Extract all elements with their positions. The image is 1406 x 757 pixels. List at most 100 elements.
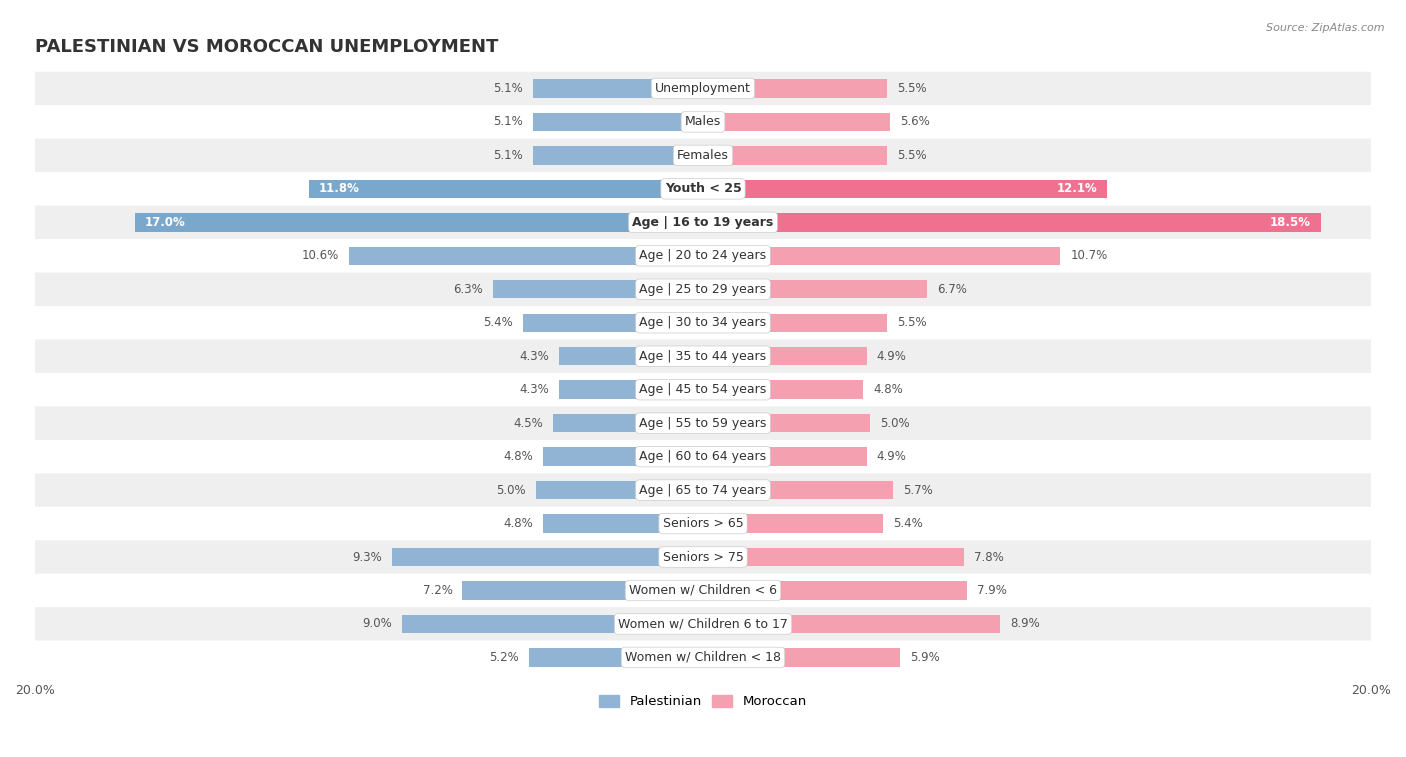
Text: 4.8%: 4.8%	[503, 517, 533, 530]
Text: 12.1%: 12.1%	[1056, 182, 1097, 195]
Text: Women w/ Children < 18: Women w/ Children < 18	[626, 651, 780, 664]
FancyBboxPatch shape	[35, 407, 1371, 440]
Text: Age | 60 to 64 years: Age | 60 to 64 years	[640, 450, 766, 463]
Text: Age | 35 to 44 years: Age | 35 to 44 years	[640, 350, 766, 363]
Bar	[703, 481, 893, 500]
Text: Youth < 25: Youth < 25	[665, 182, 741, 195]
Text: 5.7%: 5.7%	[904, 484, 934, 497]
Text: Age | 45 to 54 years: Age | 45 to 54 years	[640, 383, 766, 396]
FancyBboxPatch shape	[35, 172, 1371, 206]
Text: 4.3%: 4.3%	[520, 350, 550, 363]
FancyBboxPatch shape	[35, 339, 1371, 373]
Bar	[703, 648, 900, 667]
Bar	[560, 381, 703, 399]
Bar	[703, 146, 887, 164]
Text: 7.8%: 7.8%	[973, 550, 1004, 563]
Text: Women w/ Children < 6: Women w/ Children < 6	[628, 584, 778, 597]
Text: Age | 20 to 24 years: Age | 20 to 24 years	[640, 249, 766, 263]
Text: Age | 30 to 34 years: Age | 30 to 34 years	[640, 316, 766, 329]
Bar	[703, 113, 890, 131]
Text: 8.9%: 8.9%	[1011, 618, 1040, 631]
Text: Males: Males	[685, 115, 721, 129]
FancyBboxPatch shape	[35, 473, 1371, 507]
Text: 7.9%: 7.9%	[977, 584, 1007, 597]
Bar	[392, 548, 703, 566]
FancyBboxPatch shape	[35, 72, 1371, 105]
Text: Age | 25 to 29 years: Age | 25 to 29 years	[640, 283, 766, 296]
Text: 5.1%: 5.1%	[494, 82, 523, 95]
Text: 6.7%: 6.7%	[936, 283, 967, 296]
Text: 5.0%: 5.0%	[496, 484, 526, 497]
Bar	[703, 347, 866, 366]
Bar	[703, 414, 870, 432]
FancyBboxPatch shape	[35, 574, 1371, 607]
Bar	[553, 414, 703, 432]
Text: 11.8%: 11.8%	[319, 182, 360, 195]
Bar	[309, 179, 703, 198]
Text: 5.5%: 5.5%	[897, 149, 927, 162]
FancyBboxPatch shape	[35, 206, 1371, 239]
Text: 7.2%: 7.2%	[423, 584, 453, 597]
Bar	[703, 313, 887, 332]
Text: 4.3%: 4.3%	[520, 383, 550, 396]
Bar	[703, 213, 1322, 232]
Bar	[560, 347, 703, 366]
FancyBboxPatch shape	[35, 640, 1371, 674]
Text: 5.5%: 5.5%	[897, 316, 927, 329]
Bar	[523, 313, 703, 332]
Bar	[543, 514, 703, 533]
Text: 5.0%: 5.0%	[880, 416, 910, 430]
Text: PALESTINIAN VS MOROCCAN UNEMPLOYMENT: PALESTINIAN VS MOROCCAN UNEMPLOYMENT	[35, 38, 498, 56]
Text: Source: ZipAtlas.com: Source: ZipAtlas.com	[1267, 23, 1385, 33]
FancyBboxPatch shape	[35, 440, 1371, 473]
Text: 5.4%: 5.4%	[893, 517, 924, 530]
Text: 10.7%: 10.7%	[1070, 249, 1108, 263]
Text: 5.1%: 5.1%	[494, 115, 523, 129]
Text: 5.4%: 5.4%	[482, 316, 513, 329]
Bar	[536, 481, 703, 500]
Bar	[703, 447, 866, 466]
Bar	[703, 79, 887, 98]
Bar	[463, 581, 703, 600]
FancyBboxPatch shape	[35, 306, 1371, 339]
FancyBboxPatch shape	[35, 540, 1371, 574]
FancyBboxPatch shape	[35, 607, 1371, 640]
Bar	[703, 615, 1000, 633]
FancyBboxPatch shape	[35, 507, 1371, 540]
Bar	[703, 581, 967, 600]
Text: 9.3%: 9.3%	[353, 550, 382, 563]
FancyBboxPatch shape	[35, 139, 1371, 172]
Text: 5.9%: 5.9%	[910, 651, 939, 664]
Bar	[703, 514, 883, 533]
Bar	[703, 179, 1107, 198]
Text: Age | 16 to 19 years: Age | 16 to 19 years	[633, 216, 773, 229]
Text: Age | 55 to 59 years: Age | 55 to 59 years	[640, 416, 766, 430]
Text: 5.1%: 5.1%	[494, 149, 523, 162]
Legend: Palestinian, Moroccan: Palestinian, Moroccan	[593, 690, 813, 714]
Text: 5.6%: 5.6%	[900, 115, 929, 129]
Text: 5.2%: 5.2%	[489, 651, 519, 664]
Text: 17.0%: 17.0%	[145, 216, 186, 229]
Bar	[349, 247, 703, 265]
Text: 5.5%: 5.5%	[897, 82, 927, 95]
Bar	[703, 548, 963, 566]
Bar	[533, 113, 703, 131]
Bar	[703, 280, 927, 298]
Bar	[402, 615, 703, 633]
Text: 4.5%: 4.5%	[513, 416, 543, 430]
Bar	[533, 146, 703, 164]
Text: 6.3%: 6.3%	[453, 283, 482, 296]
Text: 4.8%: 4.8%	[873, 383, 903, 396]
FancyBboxPatch shape	[35, 105, 1371, 139]
Text: 10.6%: 10.6%	[302, 249, 339, 263]
Bar	[703, 247, 1060, 265]
Text: 18.5%: 18.5%	[1270, 216, 1310, 229]
FancyBboxPatch shape	[35, 239, 1371, 273]
Text: Females: Females	[678, 149, 728, 162]
Text: Unemployment: Unemployment	[655, 82, 751, 95]
Bar	[533, 79, 703, 98]
Text: Seniors > 65: Seniors > 65	[662, 517, 744, 530]
Text: 9.0%: 9.0%	[363, 618, 392, 631]
Text: 4.8%: 4.8%	[503, 450, 533, 463]
Text: 4.9%: 4.9%	[877, 350, 907, 363]
